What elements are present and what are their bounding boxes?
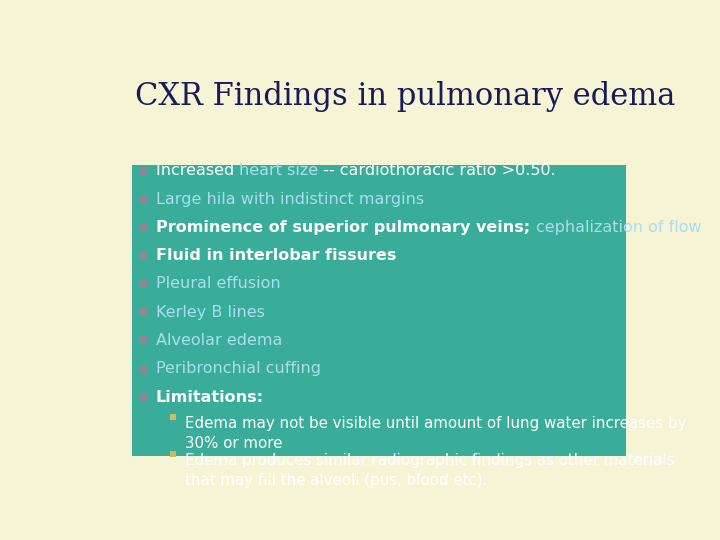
Text: Edema produces similar radiographic findings as other materials
that may fill th: Edema produces similar radiographic find… [185,453,675,488]
Text: -- cardiothoracic ratio >0.50.: -- cardiothoracic ratio >0.50. [318,163,556,178]
Text: Pleural effusion: Pleural effusion [156,276,281,292]
Text: cephalization of flow: cephalization of flow [536,220,701,235]
Text: Edema may not be visible until amount of lung water increases by
30% or more: Edema may not be visible until amount of… [185,416,686,451]
Text: Alveolar edema: Alveolar edema [156,333,282,348]
Text: Large hila with indistinct margins: Large hila with indistinct margins [156,192,424,207]
Text: heart size: heart size [239,163,318,178]
FancyBboxPatch shape [132,165,626,456]
Text: Limitations:: Limitations: [156,389,264,404]
Text: CXR Findings in pulmonary edema: CXR Findings in pulmonary edema [135,82,675,112]
Text: Prominence of superior pulmonary veins;: Prominence of superior pulmonary veins; [156,220,536,235]
Text: Fluid in interlobar fissures: Fluid in interlobar fissures [156,248,396,263]
Text: Peribronchial cuffing: Peribronchial cuffing [156,361,321,376]
Text: Kerley B lines: Kerley B lines [156,305,265,320]
Text: Increased: Increased [156,163,239,178]
